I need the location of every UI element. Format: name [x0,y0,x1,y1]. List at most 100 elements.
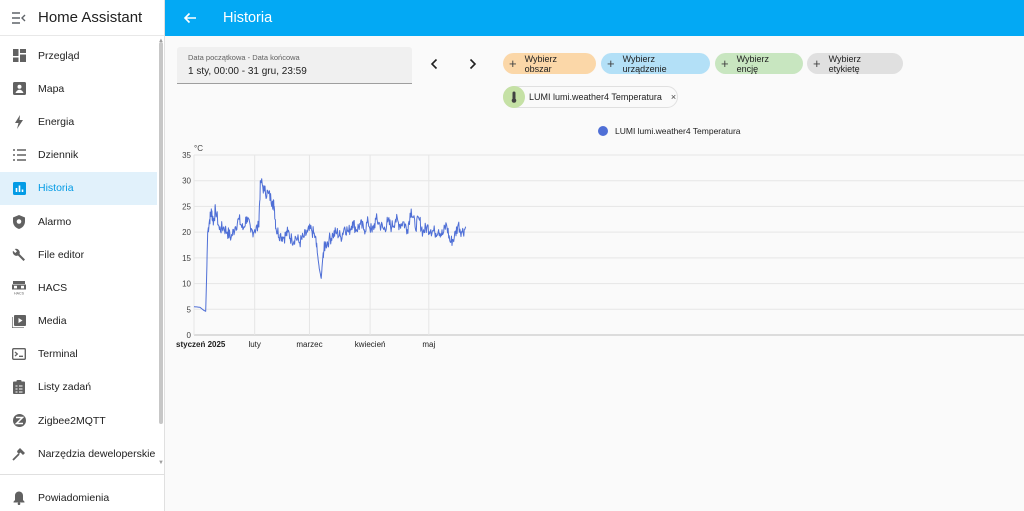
chip-label: Wybierz etykietę [828,53,862,74]
x-tick-label: marzec [296,340,322,349]
remove-entity-icon[interactable]: × [670,92,677,102]
sidebar-item-alarmo[interactable]: Alarmo [0,205,157,238]
choose-entity-chip[interactable]: + Wybierz encję [715,53,803,74]
plus-icon: + [607,56,615,71]
chip-label: Wybierz obszar [524,53,558,74]
sidebar-item-label: Mapa [38,82,65,95]
menu-open-icon [12,11,26,24]
back-button[interactable] [165,0,215,36]
legend-marker [598,126,608,136]
y-tick-label: 15 [182,254,191,263]
sidebar-item-mapa[interactable]: Mapa [0,72,157,105]
series-line-temperature [193,178,467,312]
date-range-label: Data początkowa - Data końcowa [188,53,300,62]
shield-icon [0,205,38,238]
sidebar-item-przeglad[interactable]: Przegląd [0,39,157,72]
sidebar-item-file-editor[interactable]: File editor [0,238,157,271]
choose-area-chip[interactable]: + Wybierz obszar [503,53,596,74]
sidebar-item-label: Listy zadań [38,381,92,394]
sidebar-item-label: File editor [38,248,85,261]
sidebar-item-listy-zadan[interactable]: Listy zadań [0,371,157,404]
app-title: Home Assistant [38,9,143,26]
y-tick-label: 35 [182,151,191,160]
bell-icon [0,481,38,511]
y-tick-label: 30 [182,177,191,186]
top-app-bar: Historia [165,0,1024,36]
sidebar-item-media[interactable]: Media [0,305,157,338]
clipboard-list-icon [0,371,38,404]
x-tick-label: styczeń 2025 [176,340,226,349]
y-tick-label: 20 [182,228,191,237]
sidebar-item-label: Alarmo [38,215,72,228]
chip-label: Wybierz encję [736,53,770,74]
y-tick-label: 0 [187,331,192,340]
chip-label: Wybierz urządzenie [622,53,667,74]
zigbee-icon [0,404,38,437]
sidebar-item-label: Narzędzia deweloperskie [38,447,156,460]
wrench-icon [0,238,38,271]
x-tick-label: maj [422,340,435,349]
plus-icon: + [721,56,729,71]
sidebar-item-label: Energia [38,115,75,128]
sidebar-item-label: Przegląd [38,49,80,62]
sidebar-item-dziennik[interactable]: Dziennik [0,139,157,172]
sidebar-item-label: Zigbee2MQTT [38,414,106,427]
scrollbar-thumb[interactable] [159,42,163,424]
y-axis-label: °C [194,144,203,153]
sidebar-notifications: Powiadomienia [0,481,157,511]
dashboard-icon [0,39,38,72]
page-title: Historia [223,10,273,26]
console-icon [0,338,38,371]
sidebar-item-label: Powiadomienia [38,491,110,504]
svg-text:HACS: HACS [14,291,25,295]
selected-entity-label: LUMI lumi.weather4 Temperatura [529,92,662,102]
lightning-icon [0,105,38,138]
history-chart[interactable]: 0 5 10 15 20 25 30 35 °C styczeń 2025 luty marzec kw… [165,118,1024,358]
arrow-left-icon [183,12,196,24]
choose-label-chip[interactable]: + Wybierz etykietę [807,53,903,74]
y-tick-label: 10 [182,280,191,289]
sidebar-divider [0,474,165,475]
sidebar-item-zigbee2mqtt[interactable]: Zigbee2MQTT [0,404,157,437]
play-box-icon [0,305,38,338]
sidebar-item-historia[interactable]: Historia [0,171,157,205]
sidebar-item-hacs[interactable]: HACS HACS [0,271,157,304]
selected-entity-chip[interactable]: LUMI lumi.weather4 Temperatura × [503,86,678,108]
sidebar-item-label: Terminal [38,348,78,361]
sidebar-item-energia[interactable]: Energia [0,105,157,138]
next-period-button[interactable] [465,56,481,72]
sidebar-item-label: Historia [38,182,74,195]
sidebar-nav: Przegląd Mapa Energia Dziennik Historia … [0,39,157,470]
sidebar-item-narzedzia-deweloperskie[interactable]: Narzędzia deweloperskie [0,437,157,470]
sidebar-header: Home Assistant [0,0,164,36]
sidebar-item-label: HACS [38,281,68,294]
thermometer-icon [503,86,525,108]
x-tick-label: kwiecień [355,340,386,349]
date-range-picker[interactable]: Data początkowa - Data końcowa 1 sty, 00… [177,47,412,84]
hammer-icon [0,437,38,470]
legend-label: LUMI lumi.weather4 Temperatura [615,126,741,136]
plus-icon: + [509,56,517,71]
sidebar-item-label: Dziennik [38,149,79,162]
chart-legend[interactable]: LUMI lumi.weather4 Temperatura [598,126,741,136]
sidebar-item-terminal[interactable]: Terminal [0,338,157,371]
hacs-icon: HACS [0,271,38,304]
x-tick-label: luty [248,340,260,349]
chart-svg: 0 5 10 15 20 25 30 35°C styczeń 2025 luty marzec kw… [176,144,1024,349]
chevron-left-icon [430,58,438,70]
plus-icon: + [813,56,821,71]
sidebar: Home Assistant Przegląd Mapa Energia Dzi… [0,0,165,511]
map-icon [0,72,38,105]
scroll-down-icon[interactable]: ▼ [158,460,164,466]
menu-toggle-button[interactable] [0,0,38,36]
sidebar-scrollbar[interactable]: ▲ ▼ [158,38,164,466]
scroll-up-icon[interactable]: ▲ [158,38,164,44]
chart-bar-icon [0,172,38,205]
sidebar-item-label: Media [38,315,67,328]
y-tick-label: 5 [187,305,192,314]
choose-device-chip[interactable]: + Wybierz urządzenie [601,53,710,74]
y-tick-label: 25 [182,202,191,211]
previous-period-button[interactable] [426,56,442,72]
chevron-right-icon [469,58,477,70]
sidebar-item-powiadomienia[interactable]: Powiadomienia [0,481,157,511]
